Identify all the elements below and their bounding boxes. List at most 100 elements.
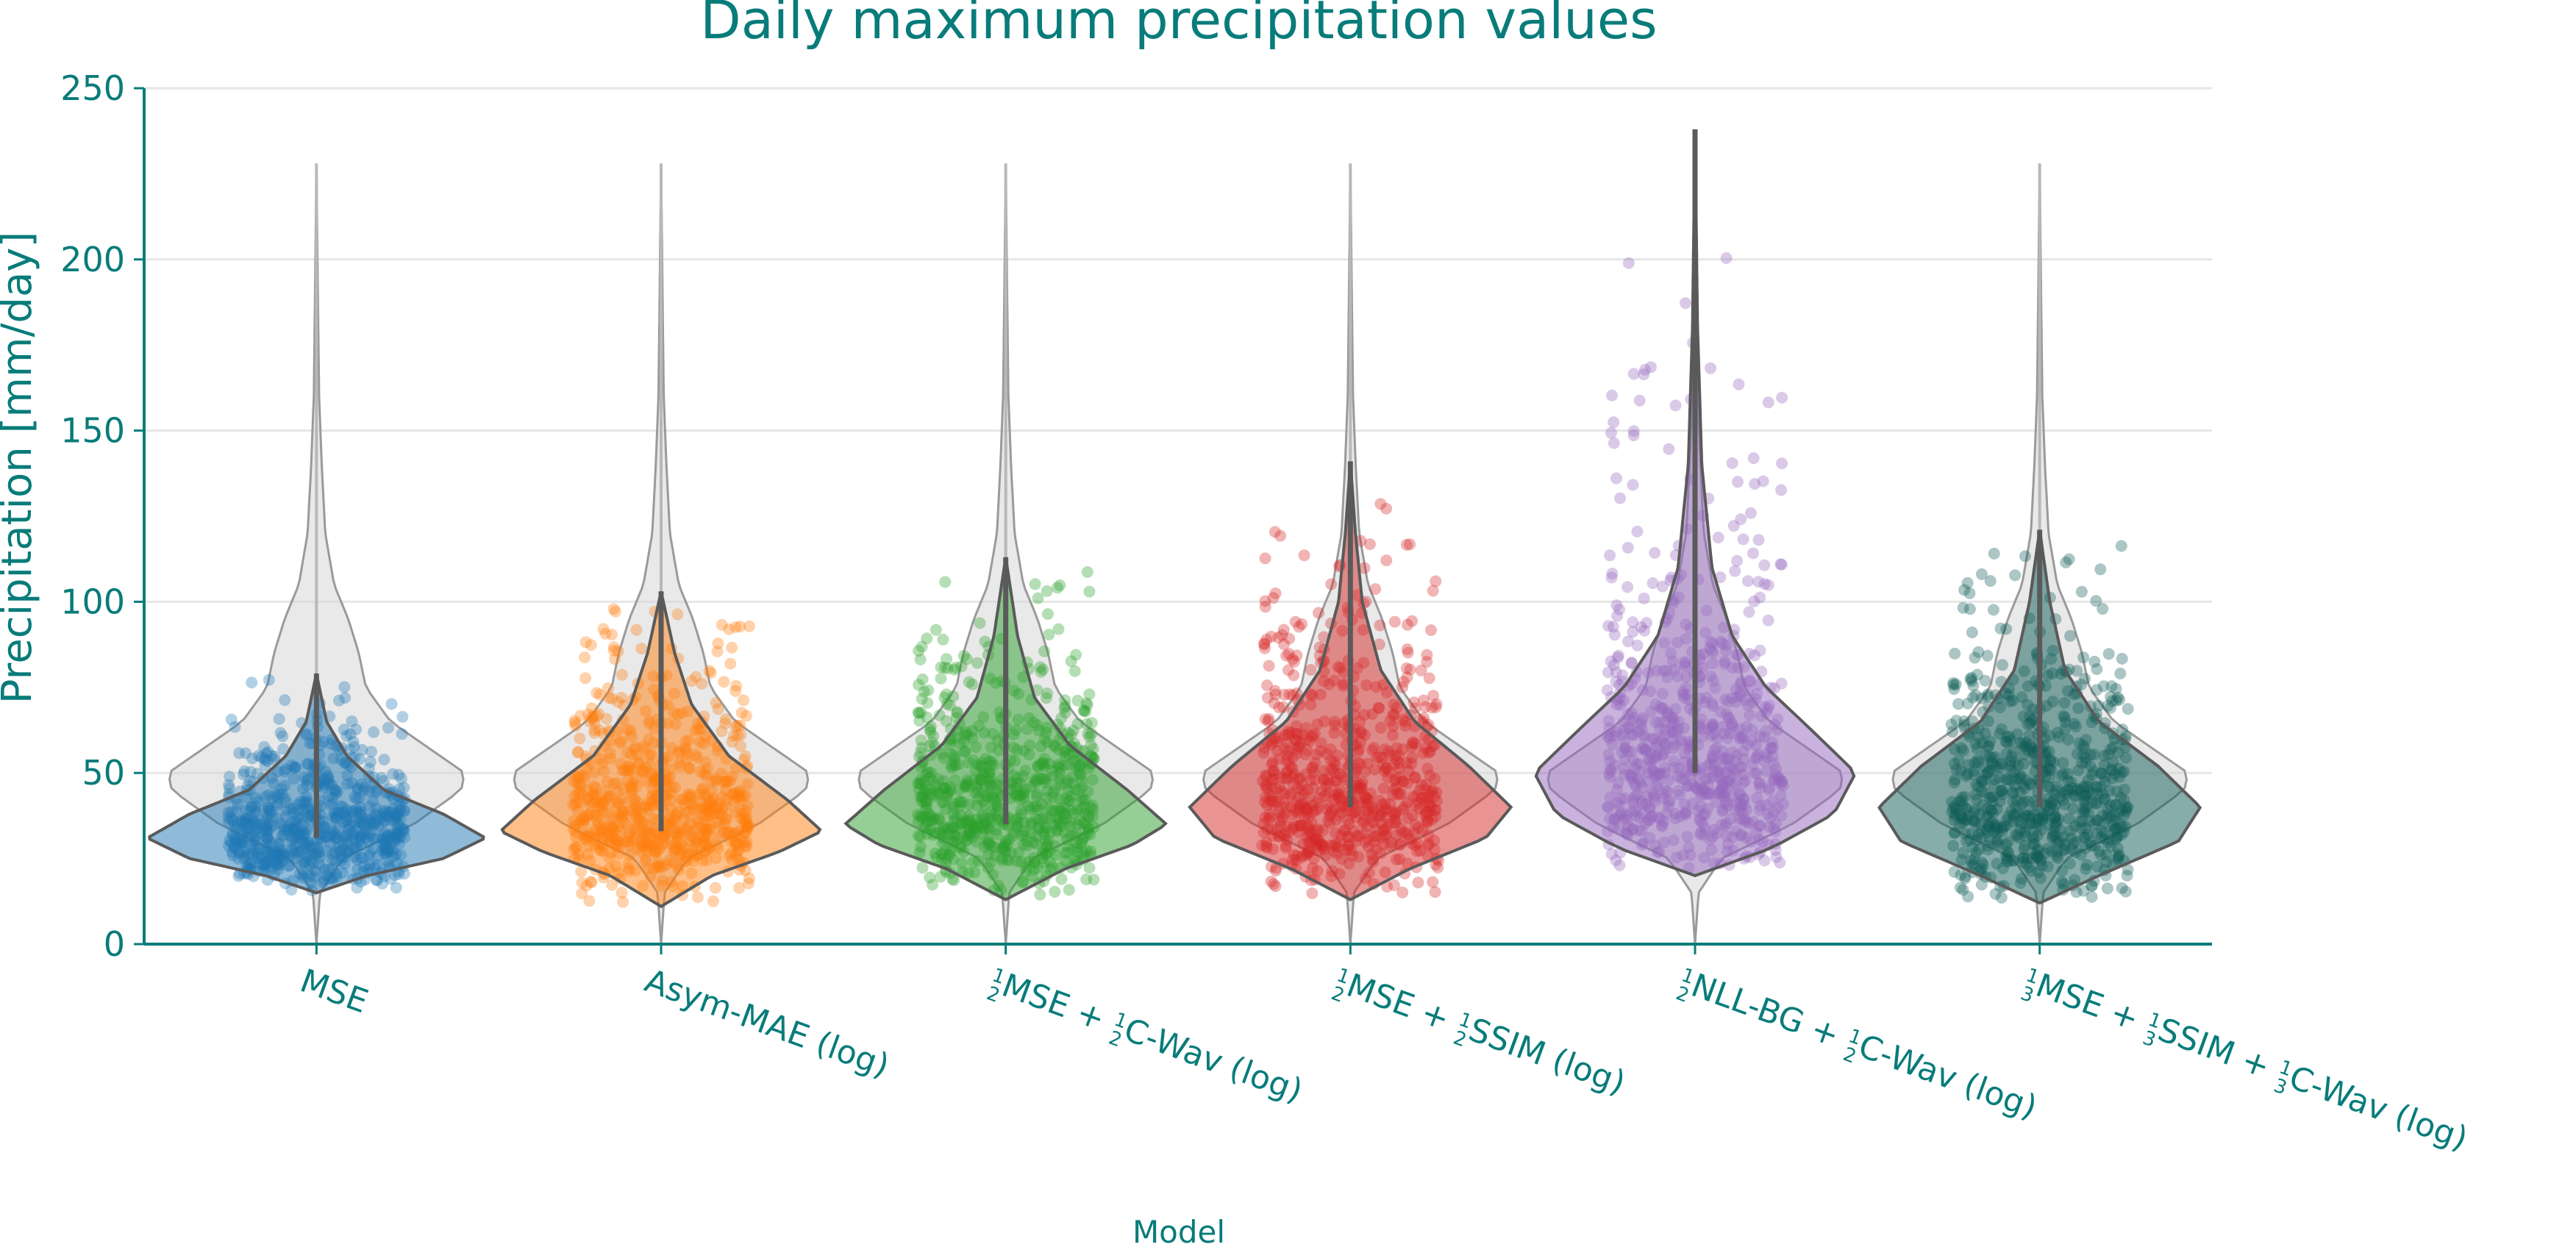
data-point [1058,702,1071,714]
data-point [1277,624,1290,636]
data-point [1981,649,1994,662]
data-point [710,696,722,709]
data-point [947,690,960,702]
data-point [1749,478,1761,490]
data-point [1775,677,1788,690]
data-point [948,663,960,676]
data-point [726,641,738,654]
data-point [1649,546,1661,559]
data-point [343,743,356,756]
data-point [263,674,275,686]
data-point [1955,869,1967,881]
data-point [1627,368,1640,380]
data-point [729,685,742,697]
data-point [1964,673,1977,685]
data-point [616,691,628,704]
data-point [1967,691,1979,704]
data-point [238,765,251,777]
data-point [569,720,582,732]
data-point [1622,635,1635,648]
y-tick-label: 0 [104,924,125,964]
data-point [1404,663,1416,676]
data-point [1987,604,1999,616]
data-point [1744,507,1757,519]
data-point [1381,880,1394,893]
data-point [1374,619,1386,632]
data-point [398,868,410,880]
data-point [1604,549,1616,562]
data-point [1306,887,1319,899]
data-point [1032,592,1044,604]
data-point [741,710,752,722]
data-point [1610,676,1622,688]
data-point [1714,571,1727,584]
data-point [606,693,618,705]
data-point [385,873,397,885]
data-point [735,740,746,752]
data-point [583,895,596,907]
data-point [1775,484,1788,496]
data-point [2102,699,2114,712]
data-point [1430,575,1442,588]
data-point [933,709,946,721]
data-point [1611,651,1624,664]
data-point [2116,724,2129,735]
data-point [734,621,746,633]
data-point [591,687,603,699]
data-point [1041,608,1054,621]
data-point [338,724,350,736]
data-point [378,754,390,765]
data-point [1085,739,1097,751]
y-tick-label: 50 [82,753,125,793]
x-tick-label: 12NLL-BG + 12C-Wav (log) [1672,962,2042,1132]
data-point [348,740,360,753]
data-point [568,717,581,729]
data-point [1959,872,1972,885]
data-point [1067,724,1080,737]
data-point [1068,665,1081,677]
data-point [396,728,408,740]
data-point [354,753,365,765]
data-point [576,888,588,900]
data-point [1950,715,1963,726]
data-point [1735,513,1747,526]
data-point [371,874,383,887]
data-point [1288,655,1300,668]
data-point [1059,700,1071,712]
data-point [1038,645,1051,657]
data-point [1611,610,1624,622]
data-point [1947,679,1960,691]
data-point [974,617,986,629]
data-point [1758,559,1771,571]
data-point [1757,475,1769,488]
data-point [1957,601,1969,614]
data-point [1374,498,1387,510]
data-point [2009,569,2022,582]
data-point [364,756,377,768]
data-point [597,623,610,635]
data-point [1071,718,1084,730]
data-point [1261,679,1273,692]
data-point [2115,540,2127,552]
data-point [1622,257,1635,269]
data-point [1263,660,1275,672]
data-point [935,672,947,685]
data-point [2063,553,2075,565]
data-point [370,874,382,886]
data-point [1283,688,1296,701]
data-point [916,742,928,754]
data-point [1747,547,1759,560]
data-point [1034,888,1046,901]
data-point [718,676,730,688]
data-point [691,891,704,904]
data-point [1747,452,1760,465]
data-point [1976,692,1988,704]
data-point [251,768,263,780]
data-point [1081,699,1093,711]
data-point [1430,859,1442,871]
data-point [2105,701,2116,714]
data-point [1282,664,1294,676]
data-point [727,729,740,742]
data-point [1731,554,1744,567]
data-point [1401,671,1413,684]
